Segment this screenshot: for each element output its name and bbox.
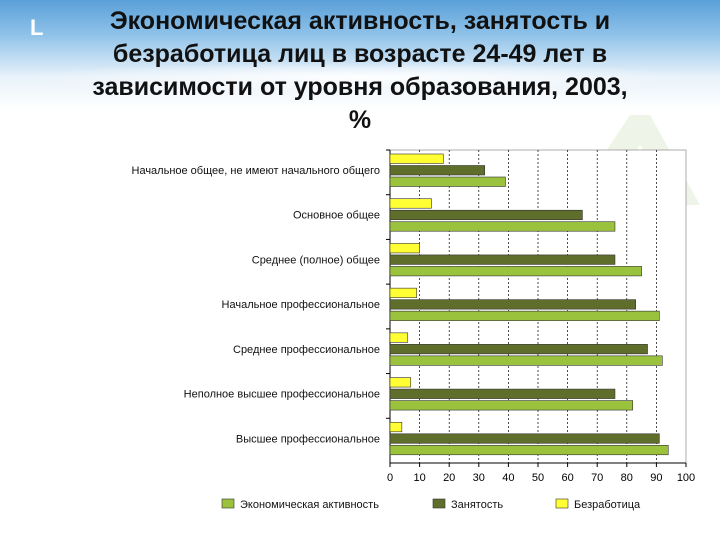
title-line-1: Экономическая активность, занятость и — [109, 7, 611, 35]
x-tick-label: 30 — [473, 472, 485, 484]
slide-title: Экономическая активность, занятость и бе… — [40, 5, 680, 137]
bar-employment — [389, 388, 616, 399]
x-tick-label: 70 — [591, 472, 603, 484]
bar-employment — [389, 209, 583, 221]
x-tick-label: 60 — [561, 472, 573, 484]
bar-unemployment — [389, 153, 444, 164]
corner-mark: L — [30, 15, 44, 40]
x-tick-label: 80 — [621, 472, 633, 484]
bar-unemployment — [389, 198, 432, 209]
x-tick-label: 20 — [443, 472, 455, 484]
bar-unemployment — [389, 377, 412, 388]
bar-employment — [389, 254, 616, 265]
bar-unemployment — [389, 421, 403, 433]
category-label: Среднее (полное) общее — [252, 254, 380, 266]
bar-employment — [389, 165, 486, 176]
bar-activity — [389, 444, 669, 456]
category-label: Среднее профессиональное — [233, 344, 380, 356]
bar-activity — [389, 400, 634, 411]
title-line-3: зависимости от уровня образования, 2003, — [92, 73, 628, 101]
header-glow — [20, 62, 700, 92]
bar-activity — [389, 221, 616, 232]
bar-unemployment — [389, 332, 409, 343]
legend-label-employment: Занятость — [451, 499, 503, 511]
x-tick-label: 10 — [413, 472, 425, 484]
legend-label-activity: Экономическая активность — [240, 499, 379, 511]
x-tick-label: 100 — [677, 472, 695, 484]
legend-swatch-activity — [221, 498, 235, 509]
bar-employment — [389, 344, 648, 355]
bar-activity — [389, 176, 506, 187]
legend-label-unemployment: Безработица — [574, 499, 641, 511]
x-tick-label: 40 — [502, 472, 514, 484]
x-tick-label: 90 — [650, 472, 662, 484]
x-tick-label: 50 — [532, 472, 544, 484]
bar-unemployment — [389, 243, 420, 254]
bar-unemployment — [389, 287, 417, 298]
title-line-2: безработица лиц в возрасте 24-49 лет в — [112, 40, 608, 68]
category-label: Высшее профессиональное — [236, 433, 380, 445]
category-label: Начальное общее, не имеют начального общ… — [132, 165, 381, 177]
category-label: Начальное профессиональное — [222, 299, 380, 311]
bar-activity — [389, 310, 660, 321]
category-label: Неполное высшее профессиональное — [184, 389, 380, 401]
bar-employment — [389, 433, 660, 444]
bar-activity — [389, 355, 663, 366]
bar-activity — [389, 266, 642, 277]
category-label: Основное общее — [293, 210, 380, 222]
legend-swatch-employment — [432, 498, 446, 509]
x-tick-label: 0 — [387, 472, 393, 484]
title-line-4: % — [348, 106, 372, 134]
legend-swatch-unemployment — [555, 498, 569, 509]
bar-employment — [389, 299, 636, 310]
